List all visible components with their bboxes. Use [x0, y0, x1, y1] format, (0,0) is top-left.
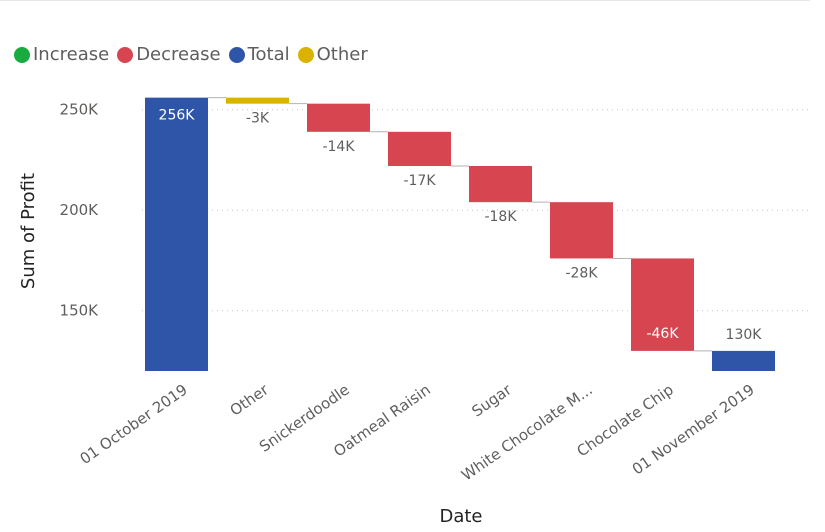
- data-label: -46K: [646, 326, 679, 342]
- data-label: -18K: [484, 209, 517, 225]
- legend-item-increase[interactable]: Increase: [14, 44, 109, 65]
- legend-item-other[interactable]: Other: [297, 44, 368, 65]
- data-label: -14K: [322, 139, 355, 155]
- bar-decrease[interactable]: [388, 131, 451, 166]
- x-tick-label: 01 October 2019: [77, 381, 191, 468]
- legend: Increase Decrease Total Other: [14, 44, 376, 65]
- top-divider: [0, 0, 810, 1]
- y-tick-label: 150K: [60, 302, 100, 320]
- x-tick-label: Sugar: [468, 380, 515, 420]
- data-label: 130K: [726, 327, 763, 343]
- y-tick-label: 250K: [60, 101, 100, 119]
- x-tick-label: White Chocolate M...: [458, 381, 596, 485]
- bar-decrease[interactable]: [550, 202, 613, 259]
- connectors: [208, 97, 712, 352]
- bar-decrease[interactable]: [631, 258, 694, 351]
- bar-other[interactable]: [226, 97, 289, 104]
- legend-label-decrease: Decrease: [136, 44, 221, 65]
- bar-decrease[interactable]: [307, 103, 370, 132]
- legend-dot-other: [297, 46, 314, 63]
- x-axis-categories: 01 October 2019 OtherSnickerdoodleOatmeal…: [77, 380, 758, 484]
- x-tick-label: Other: [227, 380, 273, 420]
- data-label: -28K: [565, 265, 598, 281]
- y-tick-label: 200K: [60, 201, 100, 219]
- legend-label-total: Total: [247, 44, 290, 65]
- gridlines: [142, 109, 810, 312]
- y-axis-title: Sum of Profit: [18, 173, 39, 289]
- legend-item-total[interactable]: Total: [228, 44, 290, 65]
- legend-label-other: Other: [316, 44, 368, 65]
- legend-dot-total: [228, 46, 245, 63]
- legend-item-decrease[interactable]: Decrease: [117, 44, 221, 65]
- bars: [145, 97, 775, 371]
- legend-dot-decrease: [117, 46, 134, 63]
- data-label: 256K: [159, 108, 196, 124]
- bar-total[interactable]: [145, 97, 208, 371]
- data-label: -3K: [246, 111, 270, 127]
- x-axis-title: Date: [439, 506, 482, 527]
- bar-decrease[interactable]: [469, 165, 532, 203]
- legend-dot-increase: [14, 46, 30, 63]
- bar-total[interactable]: [712, 350, 775, 371]
- legend-label-increase: Increase: [33, 44, 110, 65]
- y-axis-ticks: 150K 200K 250K: [60, 101, 100, 320]
- data-label: -17K: [403, 173, 436, 189]
- data-labels: 256K -3K -14K -17K -18K -28K -46K 130K: [159, 108, 763, 343]
